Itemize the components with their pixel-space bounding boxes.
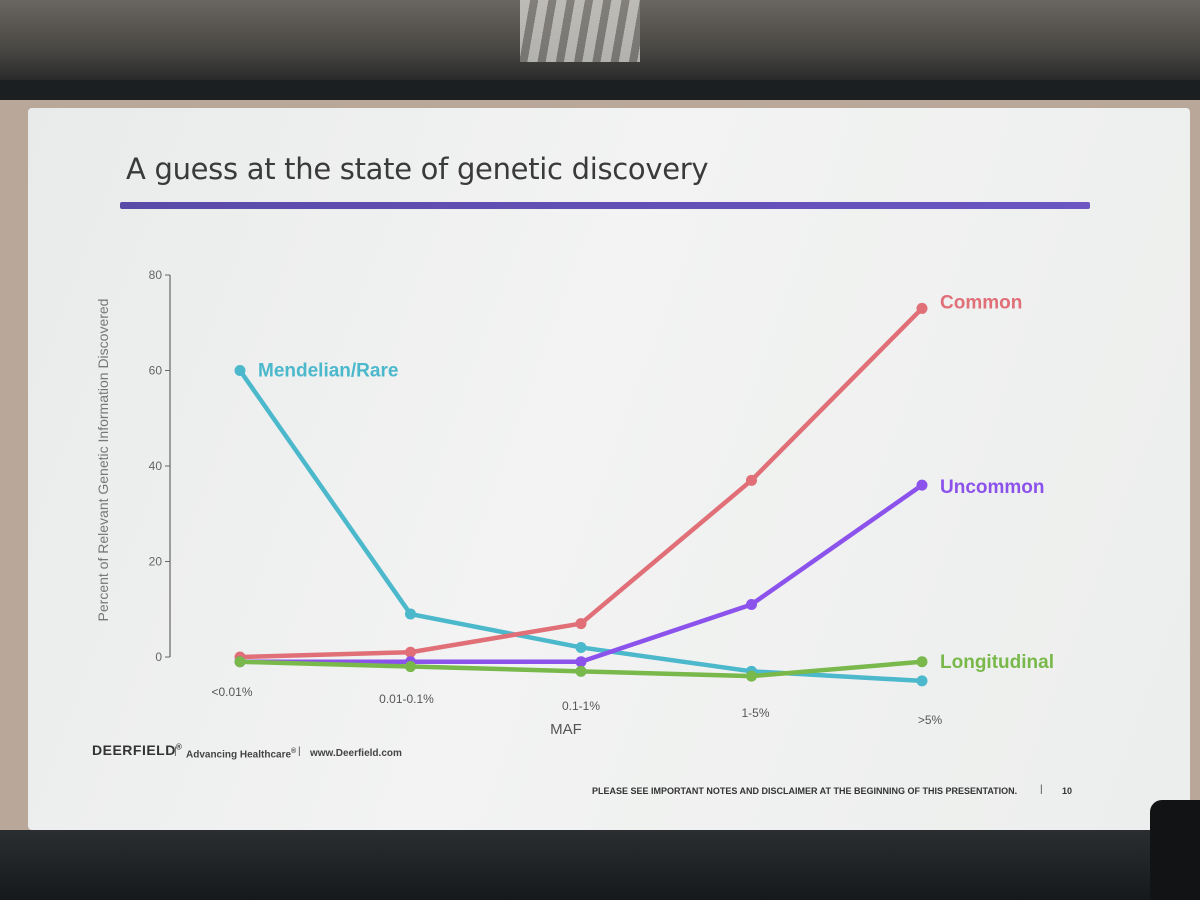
- data-point: [405, 608, 416, 620]
- title-underline: [120, 202, 1090, 209]
- data-point: [575, 641, 587, 653]
- series-label: Uncommon: [940, 477, 1045, 498]
- series-label: Common: [940, 292, 1022, 313]
- data-point: [575, 665, 587, 677]
- x-tick-label: <0.01%: [211, 685, 252, 699]
- x-tick-label: 0.01-0.1%: [379, 692, 434, 706]
- y-tick-label: 20: [149, 555, 163, 569]
- footer-separator-3: |: [1040, 784, 1043, 795]
- data-point: [234, 365, 246, 376]
- y-tick-label: 60: [149, 364, 163, 378]
- series-line-mendelian-rare: [237, 368, 925, 684]
- x-tick-label: 0.1-1%: [562, 699, 600, 713]
- chart-axes: 0 20 40 60 80 Percent of Relevant Genetic Inf…: [95, 268, 943, 738]
- chart-series: [234, 302, 928, 687]
- chair-silhouette: [1150, 800, 1200, 900]
- ceiling-light: [520, 0, 640, 62]
- data-point: [405, 661, 416, 673]
- y-tick-label: 80: [149, 268, 163, 282]
- series-label: Mendelian/Rare: [258, 361, 398, 382]
- deerfield-logo: DEERFIELD®: [92, 742, 183, 758]
- x-tick-label: 1-5%: [741, 706, 769, 720]
- footer-website: www.Deerfield.com: [310, 748, 402, 759]
- slide: [28, 108, 1190, 830]
- series-line-uncommon: [237, 482, 925, 665]
- chart-labels: Mendelian/Rare Common Uncommon Longitudinal: [258, 292, 1054, 672]
- slide-title: A guess at the state of genetic discover…: [126, 152, 709, 186]
- data-point: [916, 479, 928, 491]
- data-point: [405, 646, 416, 658]
- footer-separator-2: |: [298, 746, 301, 757]
- data-point: [916, 302, 928, 314]
- footer-tagline: Advancing Healthcare®: [186, 748, 297, 761]
- footer-separator: |: [174, 746, 177, 757]
- data-point: [746, 598, 757, 610]
- floor: [0, 830, 1200, 900]
- y-tick-label: 40: [149, 459, 163, 473]
- y-axis-label: Percent of Relevant Genetic Information …: [95, 299, 111, 622]
- data-point: [746, 474, 757, 486]
- y-tick-label: 0: [155, 650, 162, 664]
- series-label: Longitudinal: [940, 652, 1054, 673]
- footer-disclaimer: PLEASE SEE IMPORTANT NOTES AND DISCLAIME…: [592, 786, 1018, 796]
- x-axis-label: MAF: [550, 721, 582, 738]
- x-tick-label: >5%: [918, 713, 943, 727]
- data-point: [916, 656, 928, 668]
- data-point: [575, 618, 587, 630]
- data-point: [746, 670, 757, 682]
- data-point: [234, 656, 246, 668]
- data-point: [916, 675, 928, 687]
- page-number: 10: [1062, 786, 1073, 796]
- data-point: [575, 656, 587, 668]
